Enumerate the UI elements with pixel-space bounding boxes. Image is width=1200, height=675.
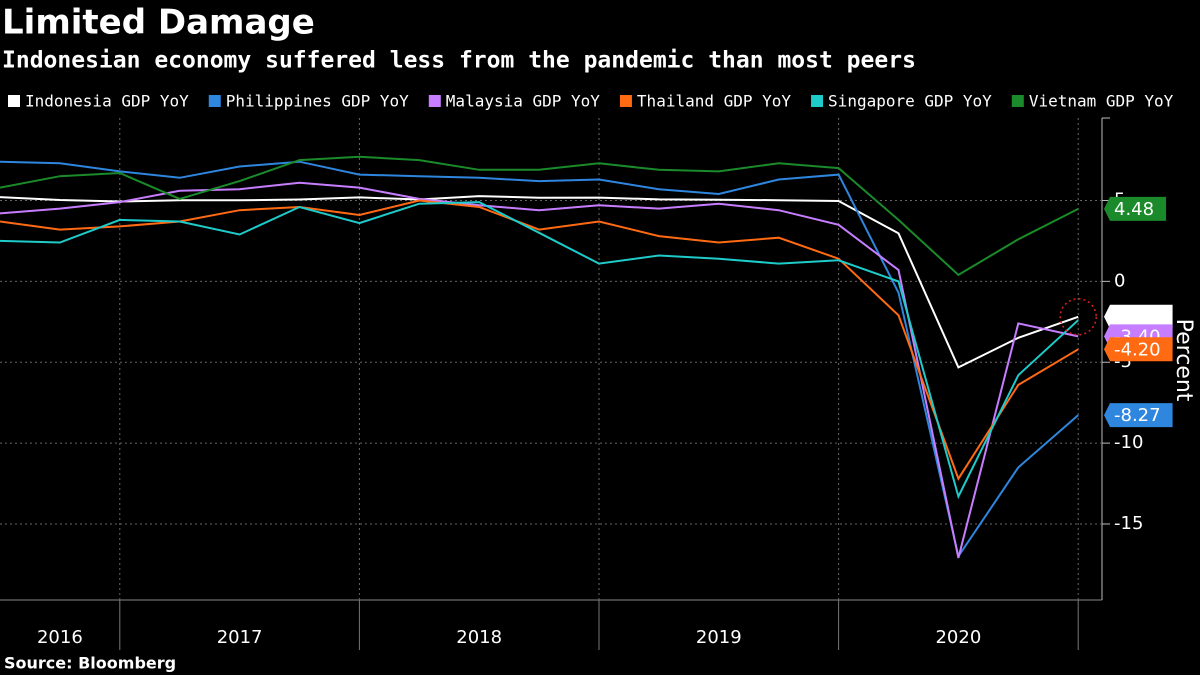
legend-label: Thailand GDP YoY — [637, 92, 791, 111]
legend-label: Singapore GDP YoY — [828, 92, 992, 111]
chart-subtitle: Indonesian economy suffered less from th… — [2, 48, 916, 74]
end-label-box — [1104, 337, 1173, 362]
y-axis-title: Percent — [1171, 319, 1196, 402]
y-tick-label: -10 — [1114, 432, 1143, 453]
legend-swatch — [619, 95, 632, 107]
legend-swatch — [1011, 95, 1024, 107]
series-line — [0, 195, 1079, 369]
legend-swatch — [8, 95, 20, 107]
legend-swatch — [428, 95, 441, 107]
legend-swatch — [208, 95, 221, 107]
end-label: -2.19 — [1104, 304, 1173, 329]
end-label-box — [1104, 196, 1167, 221]
x-tick-label: 2018 — [456, 627, 502, 648]
y-tick-label: -15 — [1114, 513, 1143, 534]
x-tick-label: 2017 — [217, 627, 263, 648]
highlight-circle — [1059, 298, 1097, 336]
legend-label: Indonesia GDP YoY — [25, 92, 189, 111]
legend: Indonesia GDP YoY Philippines GDP YoY Mala… — [8, 92, 1174, 111]
end-label: -8.27 — [1104, 403, 1173, 428]
y-tick-label: 0 — [1114, 270, 1125, 291]
end-label: -4.20 — [1104, 337, 1173, 362]
legend-swatch — [811, 95, 824, 107]
end-label-text: -2.19 — [1114, 307, 1161, 328]
end-label-box — [1104, 403, 1173, 428]
series-line — [0, 181, 1079, 559]
end-label-text: -8.27 — [1114, 405, 1161, 426]
source: Source: Bloomberg — [4, 654, 176, 673]
end-label-box — [1104, 304, 1173, 329]
series-line — [0, 199, 1079, 481]
legend-label: Philippines GDP YoY — [226, 92, 409, 111]
end-label-text: 4.48 — [1114, 199, 1154, 220]
x-tick-label: 2020 — [935, 627, 981, 648]
series-line — [0, 160, 1079, 559]
end-label: 4.48 — [1104, 196, 1167, 221]
end-label-text: -4.20 — [1114, 339, 1161, 360]
series-line — [0, 155, 1079, 277]
legend-label: Malaysia GDP YoY — [446, 92, 600, 111]
series-line — [0, 201, 1079, 500]
legend-label: Vietnam GDP YoY — [1029, 92, 1174, 111]
x-tick-label: 2019 — [696, 627, 742, 648]
x-tick-label: 2016 — [37, 627, 83, 648]
chart-title: Limited Damage — [2, 3, 315, 43]
